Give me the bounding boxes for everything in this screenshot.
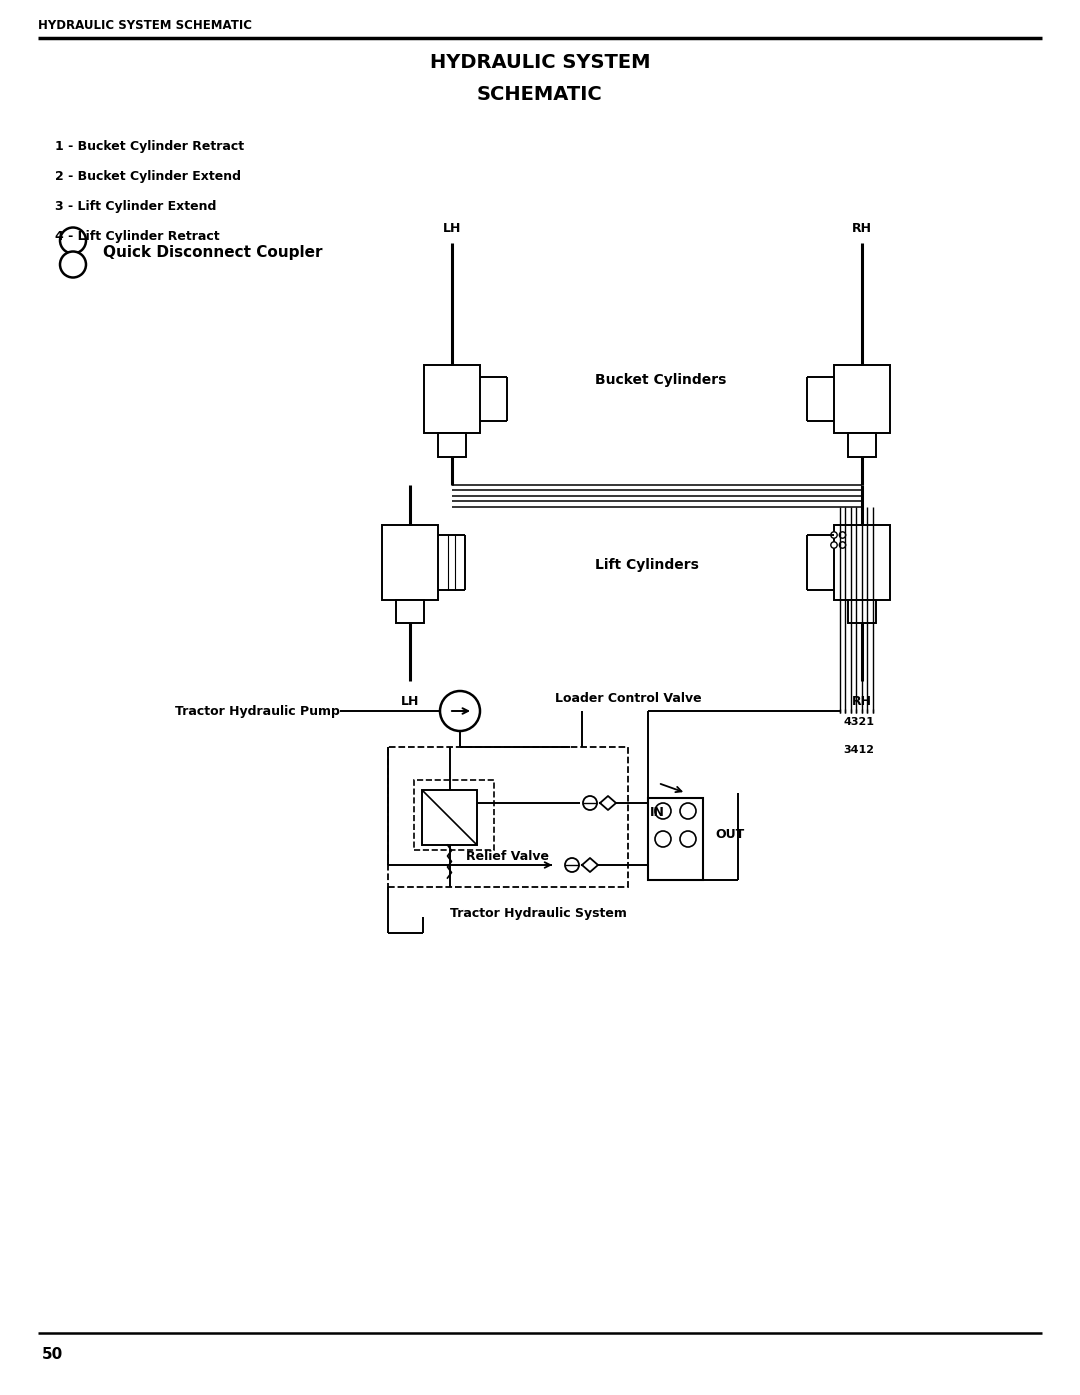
Text: SCHEMATIC: SCHEMATIC bbox=[477, 85, 603, 105]
Bar bbox=[438, 432, 465, 458]
Bar bbox=[414, 780, 494, 850]
Text: RH: RH bbox=[852, 695, 872, 709]
Text: Lift Cylinders: Lift Cylinders bbox=[595, 558, 699, 572]
Circle shape bbox=[60, 251, 86, 278]
Text: Bucket Cylinders: Bucket Cylinders bbox=[595, 372, 727, 386]
Circle shape bbox=[831, 531, 837, 538]
Text: 4321: 4321 bbox=[843, 717, 875, 727]
Circle shape bbox=[654, 831, 671, 847]
Text: LH: LH bbox=[443, 222, 461, 234]
Text: Loader Control Valve: Loader Control Valve bbox=[555, 692, 702, 704]
Text: HYDRAULIC SYSTEM: HYDRAULIC SYSTEM bbox=[430, 53, 650, 73]
Circle shape bbox=[440, 691, 480, 731]
Circle shape bbox=[583, 797, 597, 810]
Text: 2 - Bucket Cylinder Extend: 2 - Bucket Cylinder Extend bbox=[55, 170, 241, 183]
Bar bbox=[396, 600, 424, 624]
Text: 3 - Lift Cylinder Extend: 3 - Lift Cylinder Extend bbox=[55, 199, 216, 213]
Circle shape bbox=[654, 804, 671, 819]
Bar bbox=[834, 525, 890, 600]
Circle shape bbox=[839, 531, 846, 538]
Text: 50: 50 bbox=[42, 1348, 64, 1362]
Text: LH: LH bbox=[401, 695, 419, 709]
Bar bbox=[422, 790, 477, 845]
Circle shape bbox=[831, 541, 837, 548]
Circle shape bbox=[565, 858, 579, 872]
Bar bbox=[388, 746, 627, 887]
Text: HYDRAULIC SYSTEM SCHEMATIC: HYDRAULIC SYSTEM SCHEMATIC bbox=[38, 20, 252, 32]
Text: RH: RH bbox=[852, 222, 872, 234]
Bar bbox=[848, 432, 876, 458]
Text: IN: IN bbox=[650, 806, 665, 819]
Bar bbox=[648, 798, 703, 880]
Text: Tractor Hydraulic System: Tractor Hydraulic System bbox=[449, 907, 626, 919]
Text: Tractor Hydraulic Pump: Tractor Hydraulic Pump bbox=[175, 704, 340, 717]
Text: Quick Disconnect Coupler: Quick Disconnect Coupler bbox=[103, 246, 323, 259]
Circle shape bbox=[60, 227, 86, 254]
Text: 1 - Bucket Cylinder Retract: 1 - Bucket Cylinder Retract bbox=[55, 140, 244, 153]
Text: Relief Valve: Relief Valve bbox=[467, 851, 550, 864]
Bar bbox=[424, 365, 480, 432]
Circle shape bbox=[680, 831, 696, 847]
Circle shape bbox=[839, 541, 846, 548]
Bar bbox=[834, 365, 890, 432]
Circle shape bbox=[680, 804, 696, 819]
Text: 4 - Lift Cylinder Retract: 4 - Lift Cylinder Retract bbox=[55, 230, 219, 243]
Text: OUT: OUT bbox=[715, 827, 744, 841]
Bar bbox=[848, 600, 876, 624]
Bar bbox=[382, 525, 438, 600]
Text: 3412: 3412 bbox=[843, 745, 875, 755]
